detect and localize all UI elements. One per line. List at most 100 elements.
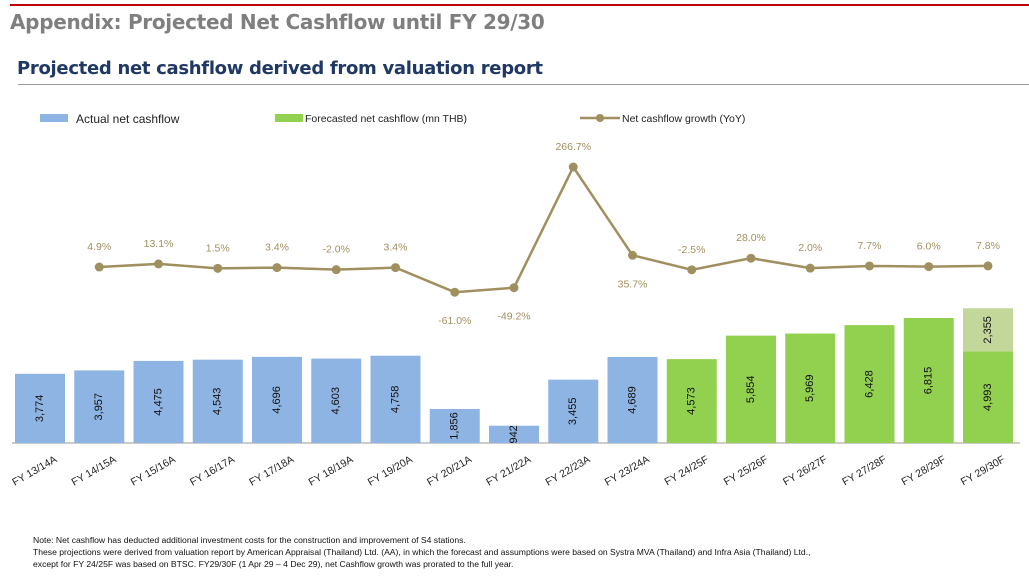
- bar-actual: [252, 356, 302, 443]
- bar-value-label: 5,969: [804, 374, 816, 402]
- growth-point: [746, 253, 756, 263]
- growth-point: [865, 261, 874, 271]
- bar-value-label: 3,455: [567, 398, 579, 426]
- growth-point: [983, 261, 993, 271]
- bar-value-label: 4,758: [390, 386, 402, 414]
- bar-value-label: 4,573: [686, 387, 698, 415]
- legend-label-growth: Net cashflow growth (YoY): [622, 113, 745, 125]
- growth-label: 3.4%: [265, 242, 289, 254]
- legend-label-actual: Actual net cashflow: [76, 112, 180, 126]
- growth-point: [94, 262, 104, 272]
- bar-prorated: [963, 308, 1013, 352]
- x-tick-label: FY 25/26F: [722, 453, 770, 488]
- bar-value-label: 4,993: [982, 383, 994, 411]
- growth-point: [154, 259, 163, 269]
- x-tick-label: FY 29/30F: [959, 453, 1007, 488]
- growth-label: -2.5%: [678, 244, 705, 256]
- footnotes: Note: Net cashflow has deducted addition…: [33, 534, 810, 570]
- bar-actual: [192, 359, 243, 443]
- growth-line: [99, 164, 989, 294]
- growth-point: [687, 265, 697, 275]
- legend-swatch-actual: [40, 114, 68, 122]
- growth-point: [568, 162, 578, 172]
- bar-forecast: [666, 359, 717, 443]
- bar-actual: [489, 425, 539, 443]
- growth-label: 1.5%: [206, 242, 230, 254]
- bar-value-label: 3,957: [93, 393, 105, 421]
- bar-actual: [429, 408, 480, 443]
- growth-label: -2.0%: [323, 244, 350, 256]
- x-tick-label: FY 15/16A: [129, 453, 178, 488]
- x-tick-label: FY 21/22A: [484, 453, 533, 488]
- bar-value-label: 4,543: [212, 388, 224, 416]
- bar-actual: [370, 355, 421, 443]
- x-tick-label: FY 26/27F: [781, 453, 829, 488]
- growth-point: [924, 262, 934, 272]
- x-tick-label: FY 17/18A: [247, 453, 296, 488]
- x-tick-label: FY 19/20A: [366, 453, 415, 488]
- x-tick-label: FY 16/17A: [188, 453, 237, 488]
- bar-actual: [607, 357, 658, 443]
- bar-forecast: [785, 333, 836, 443]
- growth-point: [805, 263, 815, 273]
- x-tick-label: FY 24/25F: [663, 453, 711, 488]
- x-tick-label: FY 28/29F: [900, 453, 948, 488]
- bar-value-label: 6,428: [864, 370, 876, 398]
- bar-value-label: 4,696: [271, 386, 283, 414]
- growth-label: 3.4%: [384, 242, 408, 254]
- growth-label: 266.7%: [555, 141, 591, 153]
- growth-label: 6.0%: [917, 241, 941, 253]
- bar-value-label: 3,774: [34, 395, 46, 423]
- growth-label: 7.7%: [858, 240, 882, 252]
- growth-label: 4.9%: [87, 241, 111, 253]
- bar-forecast: [903, 318, 954, 443]
- cashflow-chart: 3,774 FY 13/14A 3,957 FY 14/15A 4,475 FY 15/1…: [10, 112, 1020, 489]
- x-tick-label: FY 14/15A: [70, 453, 119, 488]
- header-rule: [10, 4, 1029, 6]
- bar-forecast: [844, 325, 895, 443]
- growth-point: [628, 250, 637, 260]
- x-tick-label: FY 13/14A: [10, 453, 59, 488]
- bar-actual: [15, 373, 65, 443]
- bar-forecast: [963, 351, 1013, 443]
- bar-actual: [74, 370, 125, 443]
- growth-label: -61.0%: [438, 315, 471, 327]
- x-tick-label: FY 23/24A: [603, 453, 652, 488]
- bar-value-label: 942: [508, 425, 520, 443]
- bar-actual: [133, 360, 184, 443]
- growth-label: 13.1%: [144, 238, 174, 250]
- bar-forecast: [726, 335, 776, 443]
- note-line: except for FY 24/25F was based on BTSC. …: [33, 559, 514, 569]
- x-tick-label: FY 22/23A: [544, 453, 593, 488]
- page-title: Appendix: Projected Net Cashflow until F…: [10, 10, 545, 34]
- growth-label: -49.2%: [497, 311, 530, 323]
- growth-point: [331, 265, 341, 275]
- bar-value-label: 2,355: [982, 316, 994, 344]
- x-tick-label: FY 20/21A: [425, 453, 474, 488]
- bar-value-label: 4,475: [153, 388, 165, 416]
- growth-point: [509, 283, 519, 293]
- x-tick-label: FY 27/28F: [840, 453, 888, 488]
- x-tick-label: FY 18/19A: [307, 453, 356, 488]
- legend-label-forecast: Forecasted net cashflow (mn THB): [305, 113, 467, 125]
- chart-subtitle: Projected net cashflow derived from valu…: [17, 58, 543, 79]
- legend-swatch-forecast: [275, 114, 303, 122]
- growth-label: 35.7%: [618, 278, 648, 290]
- growth-point: [272, 263, 282, 273]
- growth-point: [450, 287, 460, 297]
- subtitle-rule: [18, 84, 1029, 85]
- bar-value-label: 6,815: [923, 367, 935, 395]
- bar-actual: [311, 358, 362, 443]
- bar-actual: [548, 379, 599, 443]
- growth-point: [213, 263, 223, 273]
- note-line: Note: Net cashflow has deducted addition…: [33, 535, 466, 545]
- growth-point: [391, 263, 400, 273]
- note-line: These projections were derived from valu…: [33, 547, 811, 557]
- bar-value-label: 4,689: [627, 386, 639, 414]
- growth-label: 28.0%: [736, 232, 766, 244]
- growth-label: 2.0%: [798, 242, 822, 254]
- bar-value-label: 5,854: [745, 376, 757, 404]
- bar-value-label: 4,603: [330, 387, 342, 415]
- legend-marker-growth: [596, 114, 604, 122]
- growth-label: 7.8%: [976, 240, 1000, 252]
